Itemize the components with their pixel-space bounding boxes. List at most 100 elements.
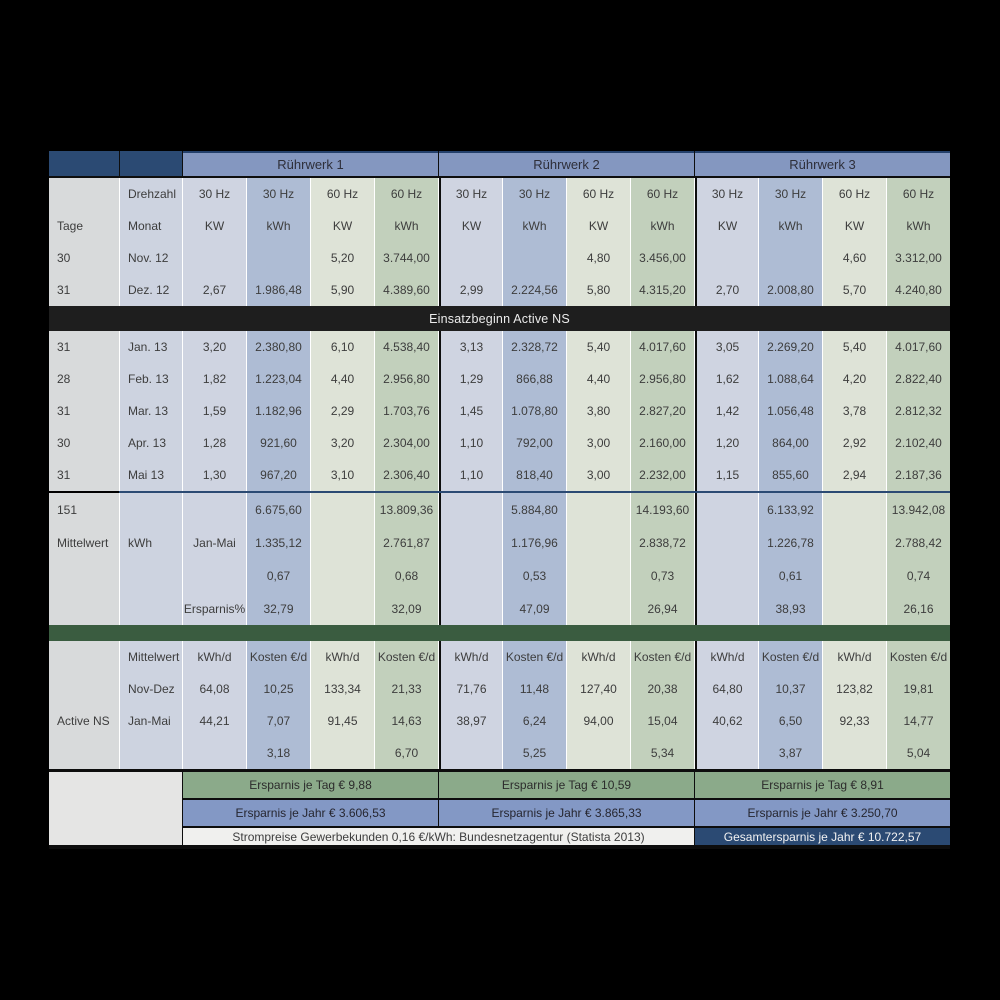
- value-cell: [695, 526, 758, 559]
- value-cell: [567, 592, 630, 625]
- monat-cell: Nov. 12: [120, 242, 182, 274]
- value-cell: 4,60: [823, 242, 886, 274]
- unit-header-cell: KW: [567, 210, 630, 242]
- value-cell: 864,00: [759, 427, 822, 459]
- savings-per-day-bar: Ersparnis je Tag € 9,88: [183, 772, 438, 798]
- value-cell: 3.456,00: [631, 242, 694, 274]
- summary-separator-line: [119, 491, 950, 493]
- value-cell: 13.809,36: [375, 493, 438, 526]
- unit-header-cell: kWh: [247, 210, 310, 242]
- group-header-row: Rührwerk 1 Rührwerk 2 Rührwerk 3: [49, 151, 950, 178]
- monat-cell: Mai 13: [120, 459, 182, 491]
- value-cell: 3,20: [183, 331, 246, 363]
- value-cell: [311, 493, 374, 526]
- value-cell: 1,59: [183, 395, 246, 427]
- monat-cell: [120, 493, 182, 526]
- tage-cell: 30: [49, 242, 119, 274]
- daily-header-cell: Kosten €/d: [247, 641, 310, 673]
- freq-header-cell: 60 Hz: [887, 178, 950, 210]
- freq-header-cell: 30 Hz: [247, 178, 310, 210]
- monat-cell: Nov-Dez: [120, 673, 182, 705]
- freq-header-cell: 60 Hz: [311, 178, 374, 210]
- daily-header-cell: kWh/d: [311, 641, 374, 673]
- value-cell: 2.812,32: [887, 395, 950, 427]
- value-cell: [311, 592, 374, 625]
- tage-cell: 30: [49, 427, 119, 459]
- value-cell: 7,07: [247, 705, 310, 737]
- value-cell: 2.008,80: [759, 274, 822, 306]
- group-header-ruhrwerk-3: Rührwerk 3: [695, 151, 950, 176]
- savings-per-day-bar: Ersparnis je Tag € 10,59: [439, 772, 694, 798]
- unit-header-cell: kWh: [759, 210, 822, 242]
- value-cell: 6,24: [503, 705, 566, 737]
- monat-cell: Mittelwert: [120, 641, 182, 673]
- unit-header-cell: KW: [823, 210, 886, 242]
- value-cell: 11,48: [503, 673, 566, 705]
- value-cell: 2.380,80: [247, 331, 310, 363]
- value-cell: [503, 242, 566, 274]
- tage-cell: [49, 737, 119, 769]
- value-cell: [567, 737, 630, 769]
- value-cell: [823, 493, 886, 526]
- value-cell: [567, 559, 630, 592]
- value-cell: 3,20: [311, 427, 374, 459]
- value-cell: 32,79: [247, 592, 310, 625]
- value-cell: 6,10: [311, 331, 374, 363]
- value-cell: 5,90: [311, 274, 374, 306]
- value-cell: 1,30: [183, 459, 246, 491]
- value-cell: 3,13: [439, 331, 502, 363]
- value-cell: [439, 526, 502, 559]
- value-cell: 921,60: [247, 427, 310, 459]
- value-cell: 5,20: [311, 242, 374, 274]
- value-cell: 5,80: [567, 274, 630, 306]
- value-cell: [695, 242, 758, 274]
- value-cell: 94,00: [567, 705, 630, 737]
- value-cell: [311, 526, 374, 559]
- value-cell: [311, 737, 374, 769]
- unit-header-cell: KW: [183, 210, 246, 242]
- corner-cell-tage: [49, 151, 119, 176]
- monat-cell: Dez. 12: [120, 274, 182, 306]
- value-cell: 1.056,48: [759, 395, 822, 427]
- value-cell: 1.703,76: [375, 395, 438, 427]
- value-cell: [823, 559, 886, 592]
- value-cell: 15,04: [631, 705, 694, 737]
- value-cell: 1,82: [183, 363, 246, 395]
- value-cell: 3,18: [247, 737, 310, 769]
- value-cell: 4.240,80: [887, 274, 950, 306]
- daily-header-row: Mittelwert kWh/d Kosten €/d kWh/d Kosten…: [49, 641, 950, 673]
- value-cell: [823, 737, 886, 769]
- value-cell: [439, 242, 502, 274]
- value-cell: 26,16: [887, 592, 950, 625]
- value-cell: 2.761,87: [375, 526, 438, 559]
- value-cell: 0,61: [759, 559, 822, 592]
- value-cell: 14,77: [887, 705, 950, 737]
- value-cell: 1,20: [695, 427, 758, 459]
- value-cell: 5,40: [567, 331, 630, 363]
- frequency-header-row: Drehzahl 30 Hz 30 Hz 60 Hz 60 Hz 30 Hz 3…: [49, 178, 950, 210]
- table-row: Nov-Dez 64,08 10,25 133,34 21,33 71,76 1…: [49, 673, 950, 705]
- value-cell: 1.078,80: [503, 395, 566, 427]
- freq-header-cell: 60 Hz: [631, 178, 694, 210]
- value-cell: 2.827,20: [631, 395, 694, 427]
- savings-per-day-bar: Ersparnis je Tag € 8,91: [695, 772, 950, 798]
- table-row: 30 Nov. 12 5,20 3.744,00 4,80 3.456,00 4…: [49, 242, 950, 274]
- value-cell: 1.226,78: [759, 526, 822, 559]
- value-cell: 4,40: [311, 363, 374, 395]
- value-cell: 1.182,96: [247, 395, 310, 427]
- daily-header-cell: Kosten €/d: [503, 641, 566, 673]
- value-cell: 4.017,60: [631, 331, 694, 363]
- value-cell: [439, 592, 502, 625]
- freq-header-cell: 60 Hz: [375, 178, 438, 210]
- value-cell: 71,76: [439, 673, 502, 705]
- value-cell: 2,67: [183, 274, 246, 306]
- value-cell: 0,67: [247, 559, 310, 592]
- tage-cell: 31: [49, 331, 119, 363]
- value-cell: 19,81: [887, 673, 950, 705]
- value-cell: [567, 526, 630, 559]
- daily-header-cell: kWh/d: [823, 641, 886, 673]
- value-cell: 4.538,40: [375, 331, 438, 363]
- value-cell: 1.335,12: [247, 526, 310, 559]
- value-cell: 0,53: [503, 559, 566, 592]
